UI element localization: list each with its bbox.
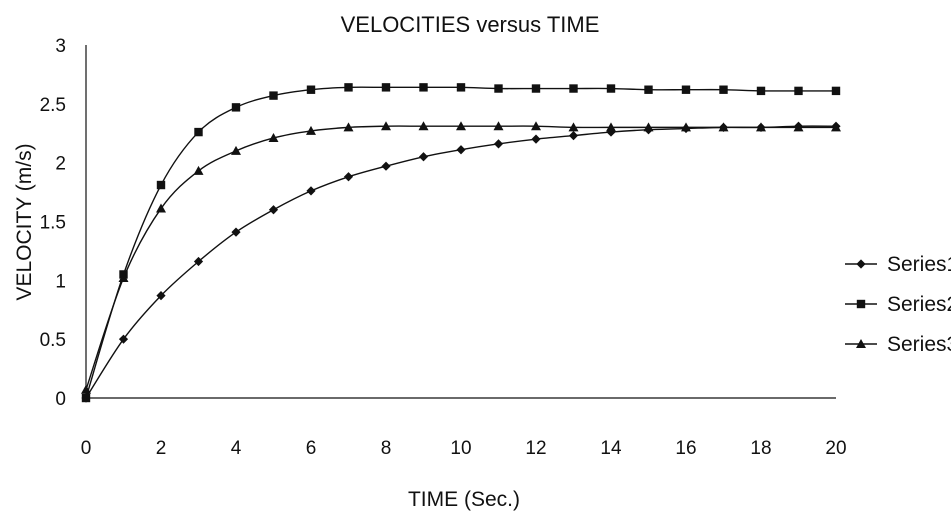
series-3-point [718, 122, 729, 132]
x-tick-label: 20 [825, 438, 846, 459]
series-1-point [156, 291, 166, 301]
legend: Series1 Series2 Series3 [845, 253, 951, 356]
series-2-point [756, 86, 766, 96]
series-3-point [268, 132, 279, 142]
legend-label: Series3 [887, 333, 951, 356]
chart-title: VELOCITIES versus TIME [341, 12, 600, 37]
series-2-point [606, 84, 616, 93]
series-1 [81, 121, 841, 403]
series-2-point [456, 83, 466, 92]
series-3-point [793, 122, 804, 132]
series-1-point [193, 256, 204, 267]
series-2-point [794, 86, 803, 96]
series-1-point [118, 334, 129, 344]
series-2-point [344, 83, 353, 92]
series-2-point [306, 85, 316, 94]
legend-marker [856, 259, 866, 269]
series-3-point [81, 384, 91, 394]
x-tick-label: 12 [525, 438, 546, 459]
x-tick-label: 4 [231, 438, 242, 459]
series-layer [81, 83, 841, 403]
series-2-point [194, 127, 203, 137]
series-1-point [381, 161, 391, 171]
y-tick-label: 1 [55, 271, 66, 292]
tick-labels: 0 0.5 1 1.5 2 2.5 3 0 2 4 6 8 10 12 14 16 18 20 [40, 36, 847, 459]
series-2-point [156, 180, 166, 190]
series-2-point [269, 91, 278, 100]
series-3-point [231, 145, 241, 155]
series-3-point [343, 122, 354, 132]
x-axis-title: TIME (Sec.) [408, 488, 520, 511]
x-tick-label: 8 [381, 438, 392, 459]
series-1-point [418, 152, 429, 162]
series-2-point [719, 85, 728, 94]
legend-label: Series1 [887, 253, 951, 276]
x-tick-label: 10 [450, 438, 471, 459]
series-2-point [381, 83, 391, 92]
legend-item-3: Series3 [845, 333, 951, 356]
series-3-point [306, 125, 316, 135]
y-tick-label: 3 [55, 36, 66, 57]
legend-marker [856, 299, 866, 309]
series-3-point [118, 272, 129, 282]
y-tick-label: 0.5 [40, 330, 66, 351]
x-tick-label: 6 [306, 438, 317, 459]
series-2-point [81, 393, 91, 403]
series-1-point [343, 172, 354, 182]
legend-label: Series2 [887, 293, 951, 316]
series-2-point [681, 85, 691, 94]
series-2-point [644, 85, 653, 94]
series-3-point [381, 121, 391, 131]
series-1-point [606, 127, 616, 137]
series-2-point [419, 83, 428, 92]
series-2-point [494, 84, 503, 93]
x-tick-label: 2 [156, 438, 167, 459]
series-3-point [643, 122, 654, 132]
y-tick-label: 2 [55, 154, 66, 175]
series-2-point [231, 103, 241, 112]
series-3-point [456, 121, 466, 131]
y-tick-label: 0 [55, 389, 66, 410]
legend-item-2: Series2 [845, 293, 951, 316]
x-tick-label: 0 [81, 438, 92, 459]
series-2-point [531, 84, 541, 93]
series-3-point [531, 121, 541, 131]
series-3-point [193, 165, 204, 175]
series-3-point [831, 122, 841, 132]
series-3-point [156, 203, 166, 213]
series-3-point [606, 122, 616, 132]
series-1-point [531, 134, 541, 144]
y-tick-label: 2.5 [40, 95, 66, 116]
legend-marker [856, 339, 866, 348]
series-1-point [268, 205, 279, 215]
y-axis-title: VELOCITY (m/s) [13, 143, 36, 300]
series-1-point [231, 227, 241, 237]
axes-layer [85, 45, 836, 399]
series-2-point [569, 84, 578, 93]
series-1-point [306, 186, 316, 196]
series-3 [81, 121, 841, 394]
x-tick-label: 14 [600, 438, 622, 459]
series-1-point [568, 131, 579, 141]
x-tick-label: 16 [675, 438, 696, 459]
series-1-point [493, 139, 504, 149]
series-1-point [456, 145, 466, 155]
x-tick-label: 18 [750, 438, 771, 459]
series-2 [81, 83, 841, 403]
series-3-point [568, 122, 579, 132]
series-3-point [756, 122, 766, 132]
series-3-point [493, 121, 504, 131]
legend-item-1: Series1 [845, 253, 951, 276]
series-3-point [418, 121, 429, 131]
series-2-point [831, 86, 841, 96]
y-tick-label: 1.5 [40, 213, 66, 234]
series-3-point [681, 122, 691, 132]
series-2-line [85, 86, 836, 399]
